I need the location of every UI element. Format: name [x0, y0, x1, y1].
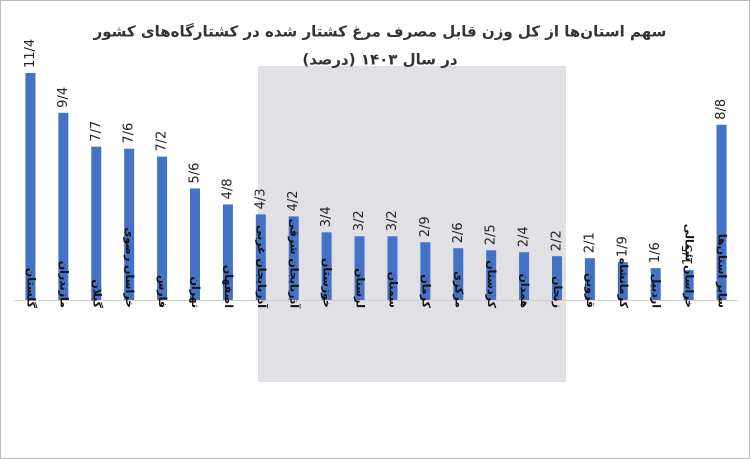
x-tick-label: خراسان رضوی [123, 227, 136, 308]
value-label: 2/4 [517, 226, 532, 247]
bar [124, 148, 135, 300]
watermark [258, 66, 566, 382]
x-tick-label: سمنان [386, 272, 399, 308]
value-label: 9/4 [56, 87, 71, 108]
x-tick-label: قزوین [584, 273, 597, 308]
chart-title: سهم استان‌ها از کل وزن قابل مصرف مرغ کشت… [93, 23, 667, 41]
value-label: 3/4 [319, 206, 334, 227]
x-tick-label: خراسان شمالی [683, 224, 696, 308]
value-label: 1/9 [615, 236, 630, 257]
x-tick-label: مرکزی [452, 271, 465, 308]
x-tick-label: آذربایجان غربی [255, 225, 269, 308]
bar [650, 268, 661, 300]
bar [584, 258, 595, 300]
x-tick-label: گیلان [90, 279, 103, 308]
value-label: 5/6 [188, 163, 203, 184]
value-label: 2/5 [484, 224, 499, 245]
value-label: 3/2 [385, 210, 400, 231]
bar [25, 73, 36, 300]
x-tick-label: سایر استان‌ها [716, 234, 729, 308]
bar [255, 214, 266, 300]
value-label: 2/9 [418, 216, 433, 237]
bar [716, 124, 727, 300]
value-label: 3/2 [352, 210, 367, 231]
bar [321, 232, 332, 300]
bar [190, 188, 200, 300]
bar [683, 270, 694, 300]
x-tick-label: کرمانشاه [617, 258, 630, 309]
x-tick-label: اصفهان [222, 265, 235, 308]
x-tick-label: فارس [156, 275, 169, 308]
value-label: 7/7 [89, 121, 104, 142]
x-tick-label: گلستان [24, 268, 37, 309]
value-label: 8/8 [714, 99, 729, 120]
x-tick-label: همدان [518, 273, 531, 308]
bar [354, 236, 365, 300]
bar [157, 156, 168, 300]
x-tick-label: تهران [189, 277, 202, 308]
x-tick-label: آذربایجان شرقی [288, 219, 302, 309]
bar [552, 256, 562, 300]
bar [420, 242, 431, 300]
x-tick-label: اردبیل [650, 274, 663, 308]
value-label: 2/1 [582, 232, 597, 253]
value-label: 4/2 [286, 190, 301, 211]
value-label: 11/4 [23, 39, 38, 68]
value-label: 1/6 [648, 242, 663, 263]
value-label: 4/8 [220, 178, 235, 199]
bar [91, 146, 102, 300]
chart-subtitle: در سال ۱۴۰۳ (درصد) [302, 51, 458, 69]
value-label: 2/2 [550, 230, 565, 251]
bar [486, 250, 497, 300]
value-label: 7/2 [155, 131, 170, 152]
bar [288, 216, 299, 300]
x-tick-label: زنجان [551, 276, 564, 308]
x-tick-label: خوزستان [321, 258, 334, 308]
value-label: 4/3 [253, 188, 268, 209]
value-label: 7/6 [122, 123, 137, 144]
bar [387, 236, 398, 300]
value-label: 2/6 [451, 222, 466, 243]
bar [519, 252, 530, 300]
x-tick-label: مازندران [57, 261, 70, 308]
bar [222, 204, 233, 300]
bar [453, 248, 464, 300]
x-tick-label: کردستان [485, 260, 498, 308]
bar [58, 112, 69, 301]
bar [617, 262, 628, 300]
x-tick-label: کرمان [419, 274, 432, 308]
x-tick-label: لرستان [354, 268, 367, 308]
value-label: 1/5 [681, 244, 696, 265]
